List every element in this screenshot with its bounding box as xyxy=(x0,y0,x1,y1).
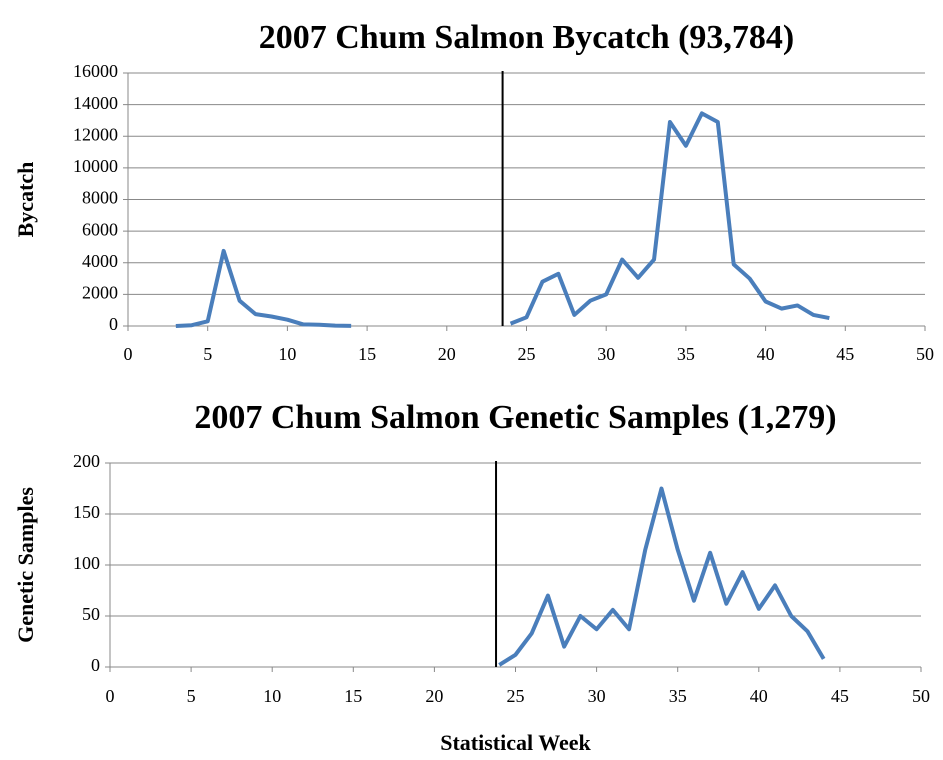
chart-title: 2007 Chum Salmon Genetic Samples (1,279) xyxy=(194,399,836,436)
y-axis-title: Genetic Samples xyxy=(13,487,38,643)
y-tick-label: 150 xyxy=(73,502,100,522)
chart-title: 2007 Chum Salmon Bycatch (93,784) xyxy=(259,19,795,56)
y-tick-label: 14000 xyxy=(73,93,118,113)
y-tick-label: 8000 xyxy=(82,188,118,208)
y-tick-label: 16000 xyxy=(73,61,118,81)
x-tick-label: 15 xyxy=(344,686,362,706)
y-tick-label: 4000 xyxy=(82,251,118,271)
x-tick-label: 40 xyxy=(750,686,768,706)
x-tick-label: 20 xyxy=(425,686,443,706)
data-line xyxy=(175,111,830,328)
x-tick-label: 15 xyxy=(358,344,376,364)
x-tick-label: 25 xyxy=(507,686,525,706)
y-tick-label: 0 xyxy=(91,655,100,675)
x-tick-label: 40 xyxy=(757,344,775,364)
y-tick-label: 200 xyxy=(73,451,100,471)
x-tick-label: 20 xyxy=(438,344,456,364)
y-tick-label: 0 xyxy=(109,314,118,334)
y-tick-label: 50 xyxy=(82,604,100,624)
x-tick-label: 5 xyxy=(187,686,196,706)
x-tick-label: 45 xyxy=(836,344,854,364)
x-tick-label: 5 xyxy=(203,344,212,364)
x-tick-label: 50 xyxy=(916,344,934,364)
y-tick-label: 2000 xyxy=(82,283,118,303)
x-tick-label: 0 xyxy=(106,686,115,706)
x-tick-label: 45 xyxy=(831,686,849,706)
y-tick-label: 10000 xyxy=(73,156,118,176)
y-tick-label: 100 xyxy=(73,553,100,573)
x-tick-label: 30 xyxy=(588,686,606,706)
x-tick-label: 10 xyxy=(263,686,281,706)
x-tick-label: 30 xyxy=(597,344,615,364)
data-line xyxy=(498,486,826,667)
x-tick-label: 10 xyxy=(278,344,296,364)
x-axis-title: Statistical Week xyxy=(440,730,591,755)
x-tick-label: 35 xyxy=(669,686,687,706)
x-tick-label: 50 xyxy=(912,686,930,706)
x-tick-label: 0 xyxy=(124,344,133,364)
y-tick-label: 12000 xyxy=(73,124,118,144)
y-tick-label: 6000 xyxy=(82,219,118,239)
y-axis-title: Bycatch xyxy=(13,162,38,238)
x-tick-label: 35 xyxy=(677,344,695,364)
x-tick-label: 25 xyxy=(518,344,536,364)
